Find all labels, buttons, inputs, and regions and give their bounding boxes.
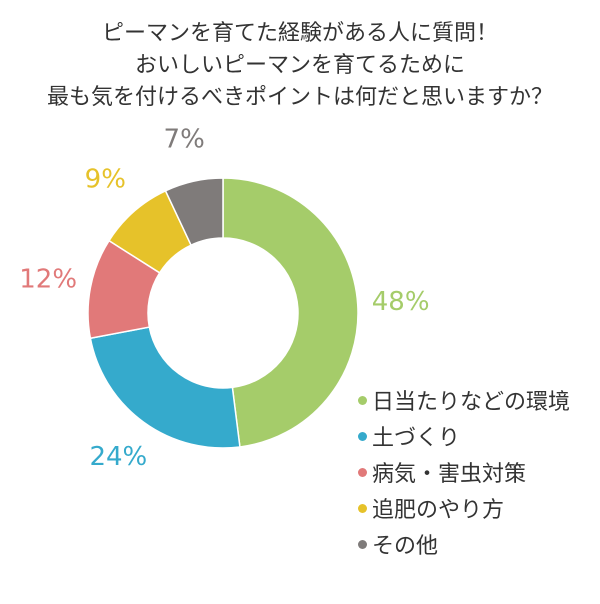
data-label: 12% (19, 265, 77, 295)
legend-item: 日当たりなどの環境 (358, 382, 570, 418)
title-line-2: おいしいピーマンを育てるために (134, 53, 465, 78)
data-labels: 48% 24% 12% 9% 7% (19, 124, 429, 472)
data-label: 7% (164, 124, 205, 154)
data-label: 24% (89, 442, 147, 472)
donut-slice (89, 326, 241, 449)
data-label: 9% (85, 164, 126, 194)
donut-slice (222, 177, 359, 448)
chart-title: ピーマンを育てた経験がある人に質問！ おいしいピーマンを育てるために 最も気を付… (0, 18, 600, 114)
legend-label: 日当たりなどの環境 (372, 390, 571, 415)
legend-marker (358, 467, 367, 477)
data-label: 48% (372, 287, 430, 317)
legend-item: その他 (358, 526, 570, 562)
legend-label: 病気・害虫対策 (372, 462, 527, 487)
legend-marker (358, 431, 367, 441)
legend-item: 病気・害虫対策 (358, 454, 570, 490)
legend-item: 追肥のやり方 (358, 490, 570, 526)
title-line-3: 最も気を付けるべきポイントは何だと思いますか？ (46, 85, 553, 110)
legend-marker (358, 539, 367, 549)
legend-item: 土づくり (358, 418, 570, 454)
donut-slice (164, 177, 224, 247)
donut-slices (87, 177, 359, 449)
legend-marker (358, 503, 367, 513)
legend-marker (358, 395, 367, 405)
title-line-1: ピーマンを育てた経験がある人に質問！ (101, 21, 498, 46)
legend-label: その他 (372, 534, 439, 559)
legend: 日当たりなどの環境 土づくり 病気・害虫対策 追肥のやり方 その他 (358, 382, 570, 562)
legend-label: 土づくり (372, 426, 461, 451)
legend-label: 追肥のやり方 (372, 498, 505, 523)
